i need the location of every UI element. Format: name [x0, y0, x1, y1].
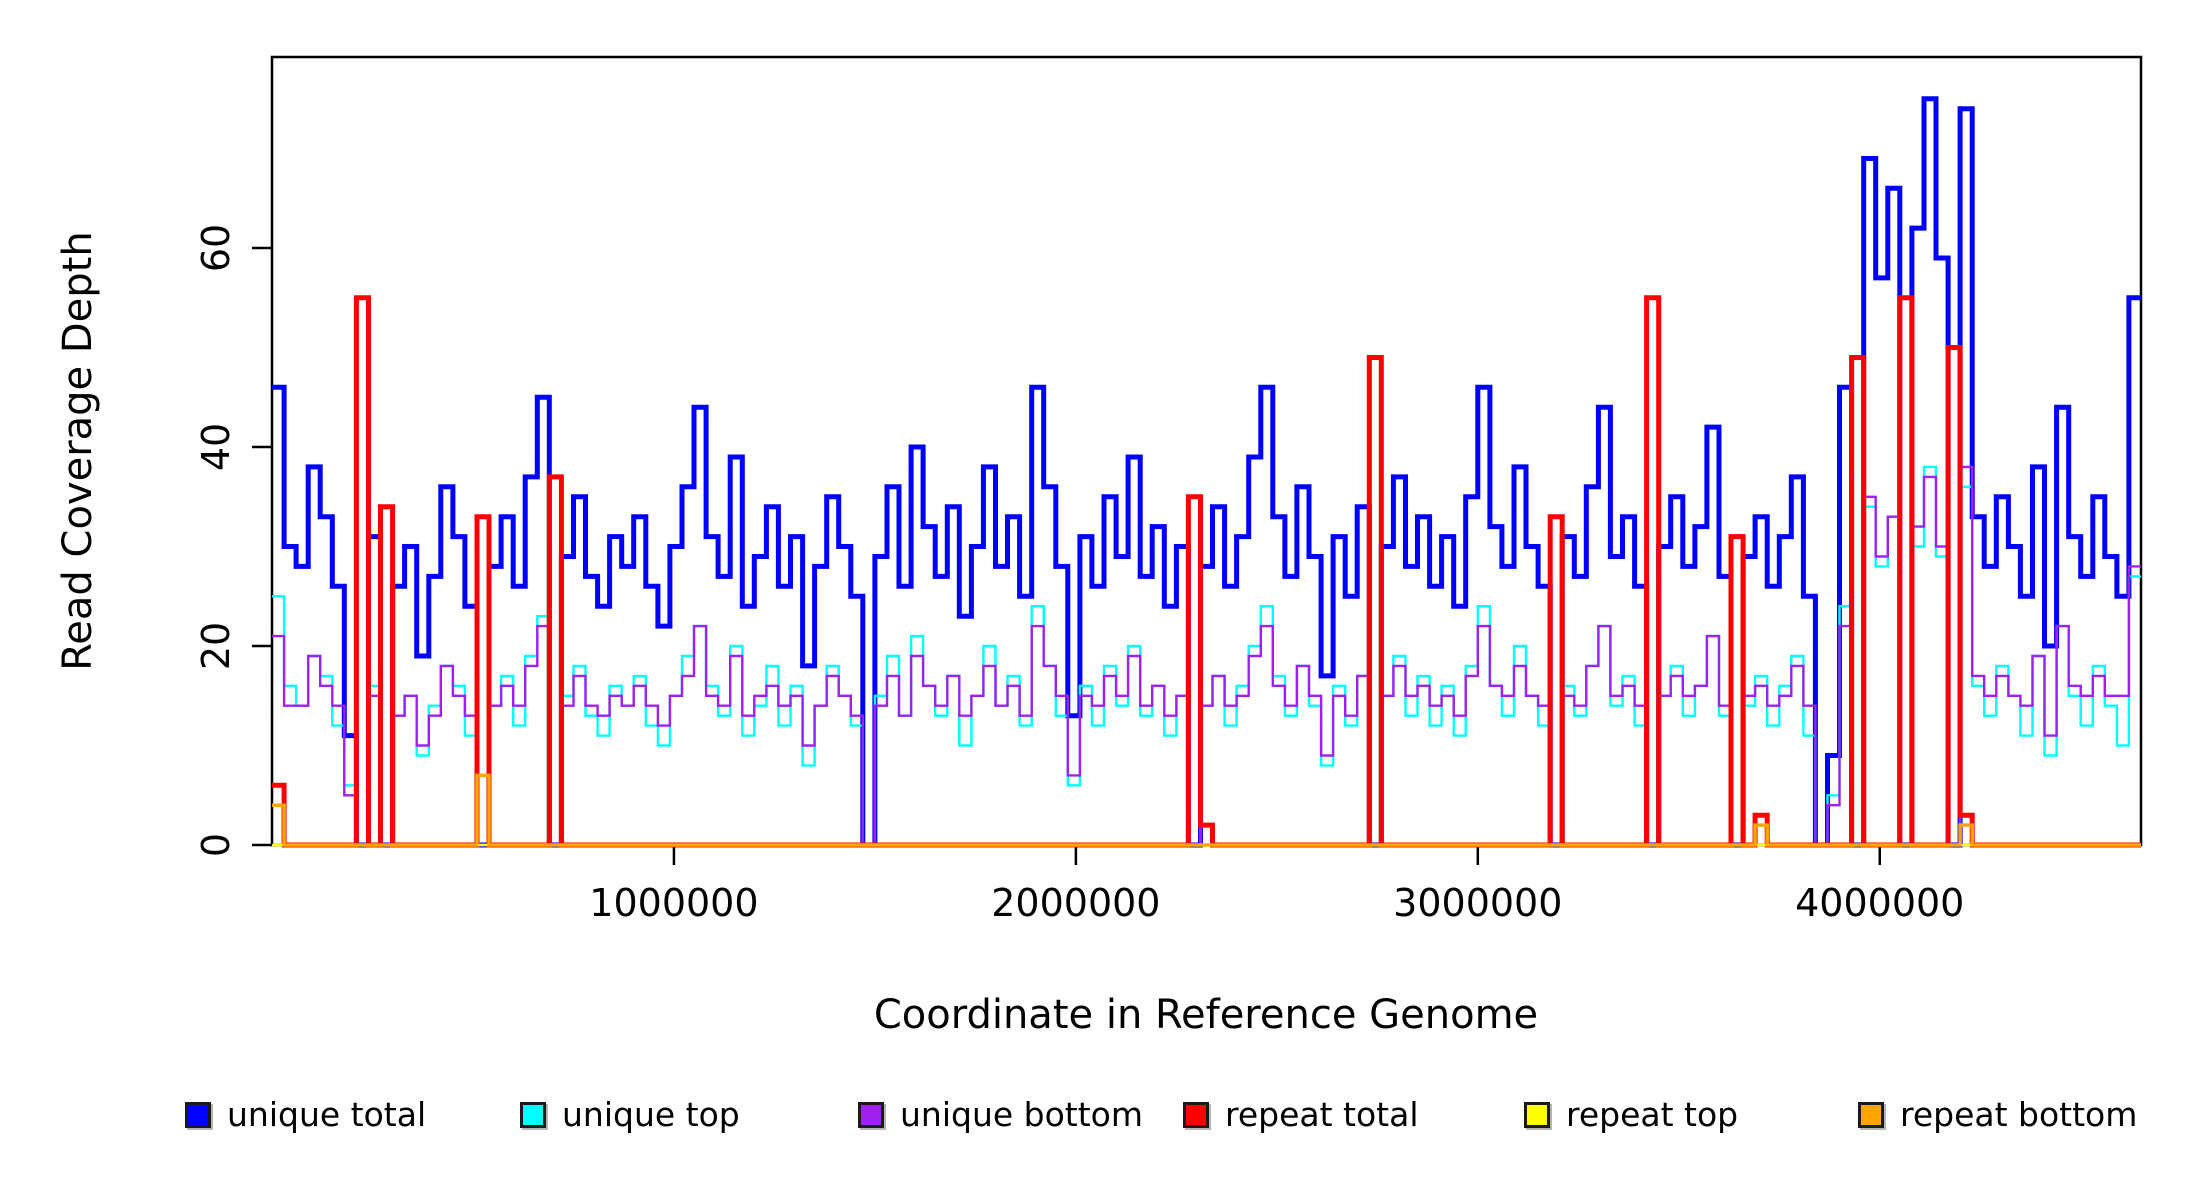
y-axis-title: Read Coverage Depth: [55, 231, 101, 671]
legend-label: repeat top: [1566, 1095, 1739, 1134]
y-tick-label: 40: [194, 422, 238, 472]
x-axis-title: Coordinate in Reference Genome: [873, 992, 1539, 1038]
legend-swatch-icon: [520, 1102, 546, 1128]
series-repeat-total: [272, 295, 2141, 848]
x-tick-label: 1000000: [589, 881, 759, 925]
legend-swatch-icon: [858, 1102, 884, 1128]
y-tick-label: 0: [194, 832, 238, 858]
y-tick-label: 60: [194, 223, 238, 273]
plot-frame: [270, 55, 2143, 847]
y-tick-label: 20: [194, 621, 238, 671]
legend-item-unique-bottom: unique bottom: [858, 1098, 1143, 1132]
legend-label: repeat bottom: [1900, 1095, 2138, 1134]
legend-item-unique-top: unique top: [520, 1098, 740, 1132]
legend-swatch-icon: [1524, 1102, 1550, 1128]
legend-item-unique-total: unique total: [185, 1098, 426, 1132]
legend-item-repeat-total: repeat total: [1183, 1098, 1419, 1132]
legend-label: unique total: [227, 1095, 427, 1134]
legend-swatch-icon: [185, 1102, 211, 1128]
x-tick-label: 4000000: [1795, 881, 1965, 925]
series-unique-total: [272, 96, 2141, 848]
x-tick-label: 2000000: [991, 881, 1161, 925]
legend-item-repeat-bottom: repeat bottom: [1858, 1098, 2137, 1132]
legend-item-repeat-top: repeat top: [1524, 1098, 1738, 1132]
x-tick-label: 3000000: [1393, 881, 1563, 925]
series-repeat-bottom: [272, 773, 2141, 847]
legend-label: unique top: [562, 1095, 740, 1134]
legend-swatch-icon: [1858, 1102, 1884, 1128]
legend-label: repeat total: [1225, 1095, 1419, 1134]
legend-label: unique bottom: [900, 1095, 1144, 1134]
series-unique-bottom: [272, 465, 2141, 847]
series-unique-top: [272, 465, 2141, 847]
legend-swatch-icon: [1183, 1102, 1209, 1128]
